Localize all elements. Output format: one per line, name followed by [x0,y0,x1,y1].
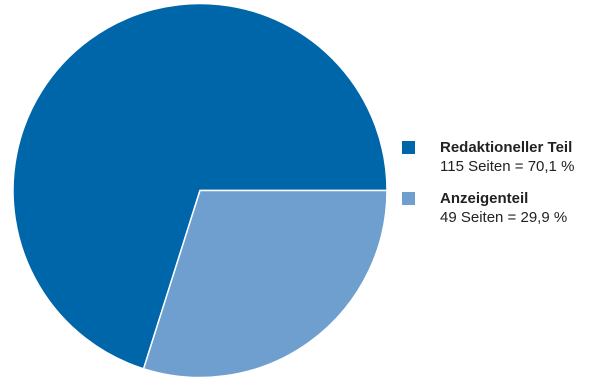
legend-swatch [402,141,415,154]
pie-slice-anzeigenteil [142,189,388,379]
legend-label: Anzeigenteil [440,190,529,207]
pie-chart [12,2,388,379]
legend-detail: 49 Seiten = 29,9 % [440,209,568,226]
legend-item-anzeigenteil: Anzeigenteil 49 Seiten = 29,9 % [402,189,574,227]
legend-label: Redaktioneller Teil [440,139,573,156]
legend-item-redaktioneller-teil: Redaktioneller Teil 115 Seiten = 70,1 % [402,138,574,176]
legend: Redaktioneller Teil 115 Seiten = 70,1 % … [402,138,574,240]
legend-detail: 115 Seiten = 70,1 % [440,158,575,175]
pie-slice-redaktioneller-teil [12,2,388,370]
legend-swatch [402,192,415,205]
